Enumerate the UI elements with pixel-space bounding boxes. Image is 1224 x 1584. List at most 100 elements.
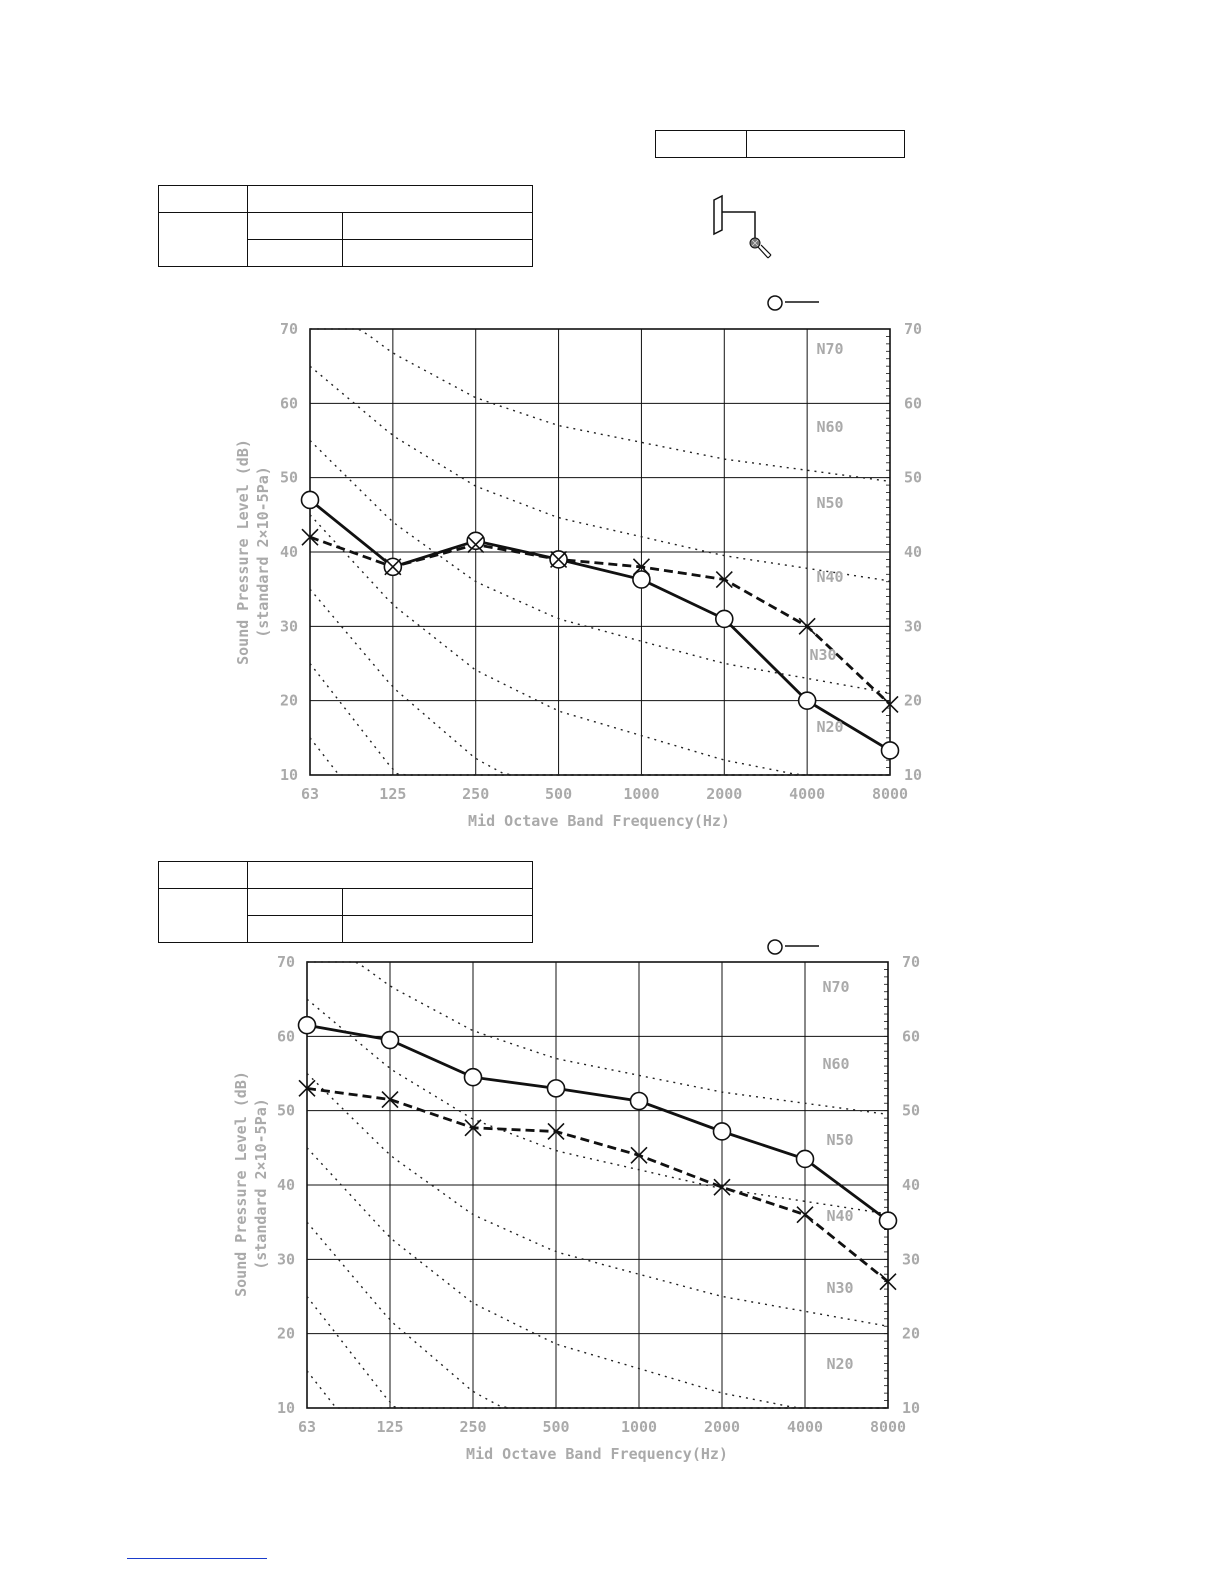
circle-point [466,531,486,551]
y-tick-label-right: 30 [904,617,922,635]
x-tick-label: 125 [376,1418,403,1436]
condition-header-label [158,185,248,213]
x-tick-label: 1000 [623,785,659,803]
x-tick-label: 500 [545,785,572,803]
spec-box-cell-value [746,130,905,158]
nc-label: N20 [826,1355,853,1373]
nc-curve [306,1147,888,1409]
cross-point [713,1178,731,1196]
y-tick-label-left: 70 [277,953,295,971]
circle-point [297,1015,317,1035]
y-axis-title-line2: (standard 2×10-5Pa) [252,1098,270,1270]
nc-curve [306,998,889,1215]
unit-outline-icon [713,194,723,236]
y-tick-label-left: 60 [280,394,298,412]
x-tick-label: 8000 [870,1418,906,1436]
circle-point [714,609,734,629]
nc-curve [309,439,891,694]
x-axis-title: Mid Octave Band Frequency(Hz) [466,1445,728,1463]
condition-sub-label-2 [247,239,343,267]
cross-point [798,617,816,635]
nc-label: N40 [816,568,843,586]
nc-label: N60 [822,1055,849,1073]
y-tick-label-right: 70 [904,320,922,338]
nc-curve [310,328,891,483]
nc-label: N30 [826,1279,853,1297]
y-tick-label-left: 40 [277,1176,295,1194]
nc-curve [306,1296,888,1409]
x-tick-label: 2000 [706,785,742,803]
cross-point [715,570,733,589]
cross-point [381,1090,399,1109]
cross-point [796,1206,814,1224]
x-tick-label: 63 [298,1418,316,1436]
condition-sub-label-1 [247,212,343,240]
series-line-dashed [306,1087,889,1283]
circle-point [380,1030,400,1050]
x-tick-label: 4000 [787,1418,823,1436]
y-tick-label-right: 60 [902,1027,920,1045]
condition-sub-label-2 [247,915,343,943]
y-tick-label-right: 40 [904,543,922,561]
condition-sub-value-2 [342,915,533,943]
y-tick-label-left: 50 [277,1102,295,1120]
cross-point [464,1119,482,1137]
microphone-icon [713,194,772,259]
nc-label: N40 [826,1207,853,1225]
nc-curve [309,737,890,776]
y-tick-label-right: 10 [904,766,922,784]
x-tick-label: 8000 [872,785,908,803]
x-tick-label: 250 [459,1418,486,1436]
circle-point [632,570,651,589]
y-tick-label-left: 50 [280,469,298,487]
nc-label: N50 [816,494,843,512]
y-tick-label-left: 30 [280,617,298,635]
y-axis-title-line1: Sound Pressure Level (dB) [232,1071,250,1297]
nc-label: N70 [816,340,843,358]
x-tick-label: 2000 [704,1418,740,1436]
cross-point [467,536,485,554]
octave-band-chart-upper: Sound Pressure Level (dB) (standard 2×10… [234,320,922,830]
x-tick-label: 500 [542,1418,569,1436]
x-tick-label: 63 [301,785,319,803]
cross-point [881,695,899,713]
y-tick-label-right: 20 [902,1325,920,1343]
y-tick-label-right: 20 [904,692,922,710]
spec-box-cell-label [655,130,747,158]
nc-curve [306,1370,888,1409]
cross-point [301,528,319,546]
y-tick-label-left: 20 [277,1325,295,1343]
y-tick-label-right: 70 [902,953,920,971]
y-tick-label-left: 10 [280,766,298,784]
condition-sub-label-1 [247,888,343,916]
circle-point [629,1091,649,1111]
x-tick-label: 1000 [621,1418,657,1436]
condition-table-upper [158,185,533,267]
cross-point [384,558,402,576]
y-tick-label-left: 30 [277,1250,295,1268]
circle-marker-icon [767,295,819,311]
nc-curve [306,1072,889,1327]
circle-point [712,1122,732,1141]
x-tick-label: 125 [379,785,406,803]
nc-curve [307,961,889,1116]
nc-label: N30 [809,646,836,664]
spec-box-top-right [655,130,905,158]
circle-point [546,1079,566,1098]
series-line-solid [306,1023,889,1222]
circle-marker-icon [767,939,819,955]
y-tick-label-left: 40 [280,543,298,561]
cross-point [632,558,650,576]
y-tick-label-right: 50 [902,1102,920,1120]
series-line-dashed [309,535,891,706]
nc-curve [309,365,891,582]
x-tick-label: 250 [462,785,489,803]
condition-sub-value-1 [342,212,533,240]
y-tick-label-right: 30 [902,1250,920,1268]
nc-label: N20 [816,718,843,736]
circle-point [880,741,900,760]
y-tick-label-right: 10 [902,1399,920,1417]
y-tick-label-left: 20 [280,692,298,710]
condition-sub-value-2 [342,239,533,267]
nc-label: N50 [826,1131,853,1149]
